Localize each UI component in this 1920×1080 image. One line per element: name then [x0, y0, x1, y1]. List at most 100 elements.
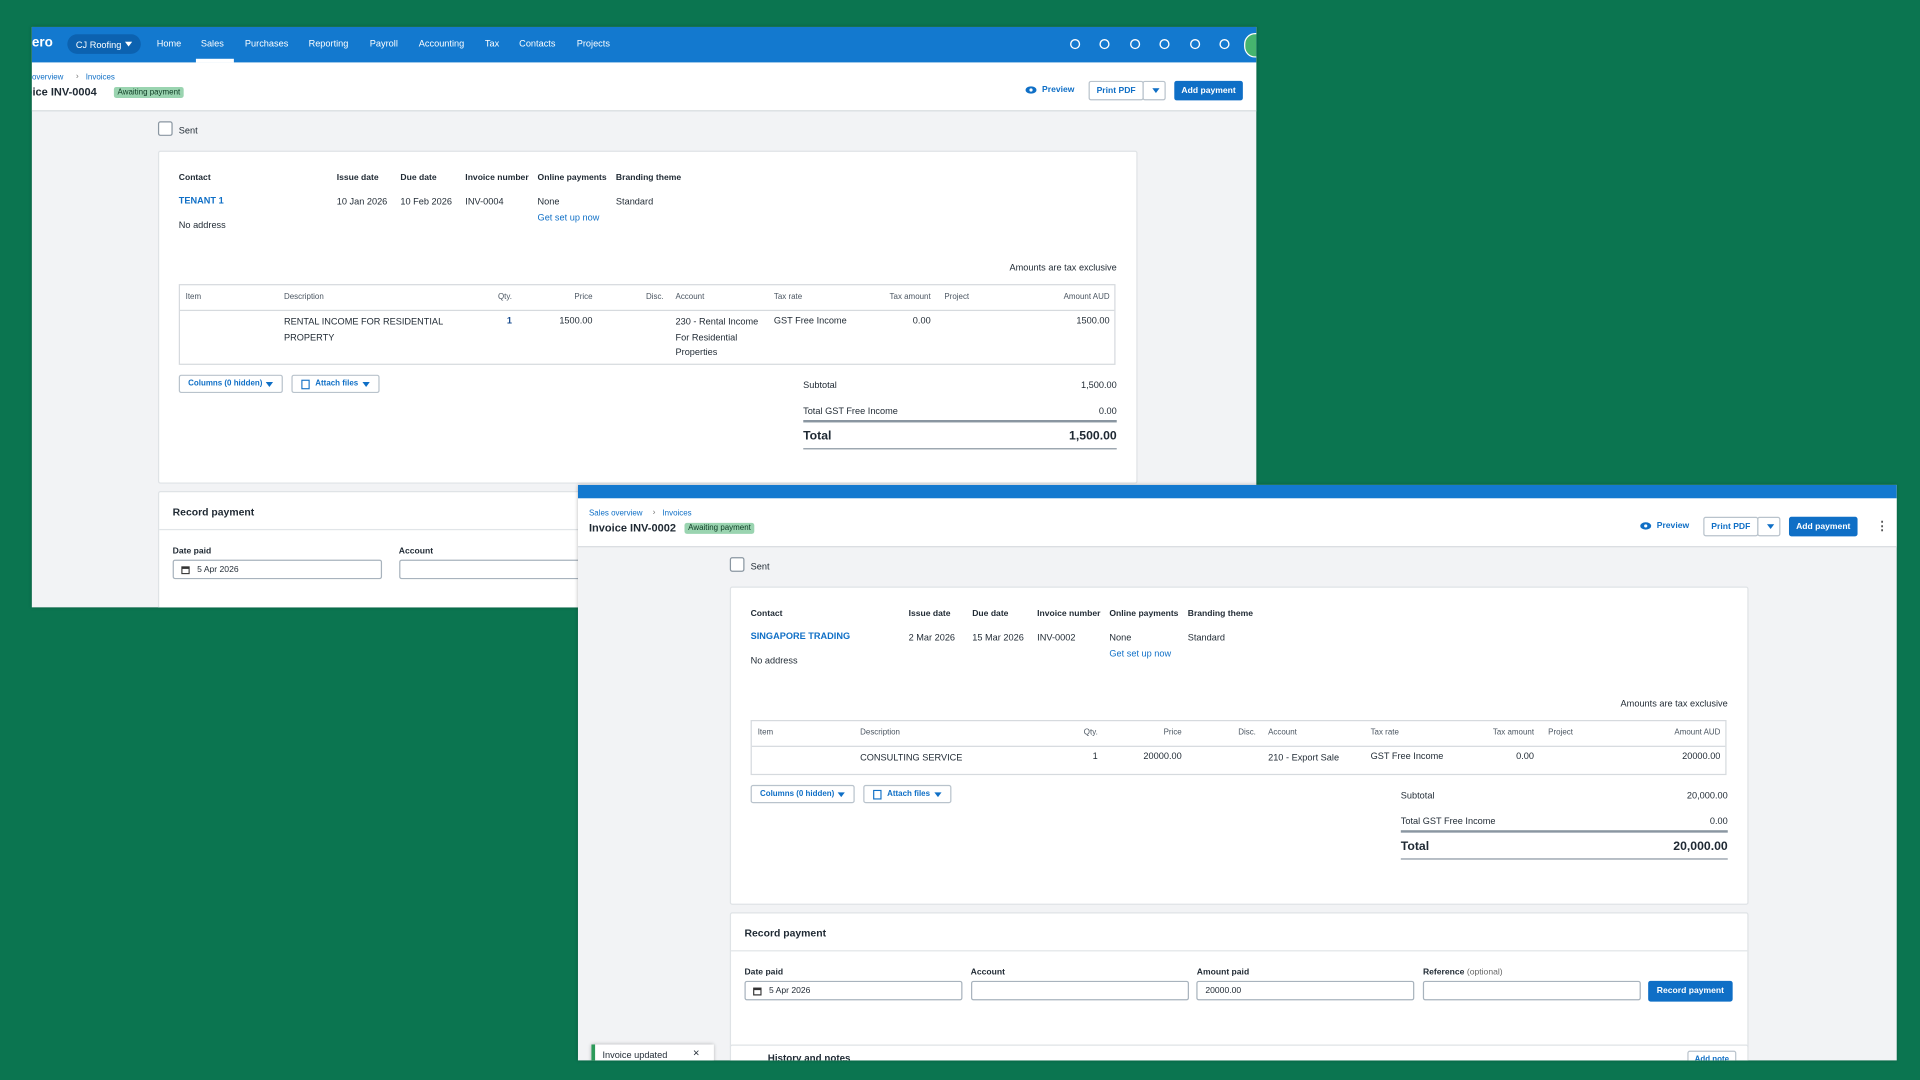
preview-button[interactable]: Preview — [1025, 86, 1074, 94]
online-payments: None — [1109, 631, 1132, 643]
status-badge: Awaiting payment — [113, 86, 184, 98]
column-header: Qty. — [497, 292, 512, 302]
nav-icon[interactable] — [1129, 38, 1141, 50]
nav-item[interactable]: Sales — [200, 37, 224, 49]
total-label: Total — [1400, 840, 1430, 854]
field-value: 5 Apr 2026 — [197, 565, 239, 574]
add-payment-button[interactable]: Add payment — [1174, 80, 1243, 101]
field-input[interactable]: 5 Apr 2026 — [172, 559, 383, 580]
invoice-number: INV-0004 — [465, 195, 504, 207]
sent-checkbox[interactable] — [729, 557, 745, 572]
cell-tax-rate: GST Free Income — [1370, 750, 1444, 762]
columns-label: Columns (0 hidden) — [759, 789, 835, 799]
field-input[interactable] — [1422, 980, 1641, 1001]
table-header-row — [180, 285, 1115, 312]
tax-note: Amounts are tax exclusive — [1009, 262, 1117, 274]
detail-label: Contact — [750, 609, 783, 619]
column-header: Tax rate — [773, 292, 803, 302]
column-header: Description — [860, 728, 900, 738]
column-header: Tax amount — [1492, 728, 1535, 738]
total-rule — [803, 448, 1117, 450]
subtotal-label: Subtotal — [803, 379, 837, 391]
avatar — [1244, 33, 1257, 58]
print-dropdown-button[interactable] — [1757, 516, 1781, 537]
toast-message: Invoice updated — [602, 1049, 668, 1061]
nav-item[interactable]: Projects — [576, 37, 610, 49]
toast-close[interactable]: × — [693, 1046, 700, 1060]
field-input[interactable] — [970, 980, 1189, 1001]
preview-button[interactable]: Preview — [1640, 522, 1689, 530]
nav-item[interactable]: Purchases — [244, 37, 289, 49]
nav-item[interactable]: Accounting — [418, 37, 465, 49]
nav-icon[interactable] — [1218, 38, 1230, 50]
invoice-number: INV-0002 — [1037, 631, 1076, 643]
column-header: Project — [1548, 728, 1573, 738]
field-value: 5 Apr 2026 — [768, 986, 811, 995]
cell-tax-amount: 0.00 — [1516, 750, 1535, 762]
cell-account: 210 - Export Sale — [1268, 751, 1340, 763]
nav-item[interactable]: Contacts — [519, 37, 556, 49]
nav-item[interactable]: Reporting — [308, 37, 349, 49]
field-label: Amount paid — [1196, 968, 1250, 978]
sent-label: Sent — [750, 560, 770, 572]
due-date: 15 Mar 2026 — [972, 631, 1024, 643]
field-input[interactable] — [398, 559, 609, 580]
cell-qty: 1 — [506, 314, 512, 326]
cell-amount: 20000.00 — [1682, 750, 1721, 762]
nav-item[interactable]: Home — [156, 37, 182, 49]
status-badge: Awaiting payment — [684, 522, 755, 534]
nav-active-indicator — [195, 58, 234, 63]
contact-name[interactable]: SINGAPORE TRADING — [750, 630, 851, 642]
detail-label: Issue date — [336, 173, 379, 183]
columns-button[interactable]: Columns (0 hidden) — [750, 784, 855, 804]
columns-button[interactable]: Columns (0 hidden) — [178, 374, 283, 394]
setup-link[interactable]: Get set up now — [537, 211, 600, 223]
print-pdf-button[interactable]: Print PDF — [1088, 80, 1144, 101]
tax-total-label: Total GST Free Income — [1400, 815, 1496, 827]
attach-files-button[interactable]: Attach files — [291, 374, 380, 394]
cell-price: 1500.00 — [559, 314, 593, 326]
cell-description: CONSULTING SERVICE — [860, 751, 963, 763]
breadcrumb-link[interactable]: Invoices — [85, 73, 115, 83]
print-pdf-button[interactable]: Print PDF — [1703, 516, 1759, 537]
breadcrumb-link[interactable]: les overview — [31, 73, 64, 83]
tax-total-value: 0.00 — [1098, 405, 1117, 417]
add-payment-button[interactable]: Add payment — [1788, 516, 1858, 537]
total-label: Total — [803, 429, 832, 444]
detail-label: Online payments — [537, 173, 607, 183]
attach-files-button[interactable]: Attach files — [863, 784, 952, 804]
column-header: Account — [675, 292, 705, 302]
org-switcher[interactable]: CJ Roofing — [67, 34, 141, 54]
breadcrumb-link[interactable]: Invoices — [662, 509, 692, 518]
sent-checkbox[interactable] — [157, 121, 173, 136]
record-payment-title: Record payment — [744, 926, 827, 940]
nav-icon[interactable] — [1158, 38, 1170, 50]
add-note-button[interactable]: Add note — [1687, 1050, 1737, 1061]
cell-price: 20000.00 — [1143, 750, 1182, 762]
field-input[interactable]: 20000.00 — [1196, 980, 1415, 1001]
nav-icon[interactable] — [1098, 38, 1110, 50]
detail-label: Issue date — [908, 609, 951, 619]
due-date: 10 Feb 2026 — [400, 195, 452, 207]
breadcrumb-link[interactable]: Sales overview — [588, 509, 643, 518]
setup-link[interactable]: Get set up now — [1109, 647, 1172, 659]
field-label: Account — [970, 968, 1005, 978]
field-value: 20000.00 — [1205, 986, 1242, 995]
detail-label: Due date — [972, 609, 1009, 619]
org-name: CJ Roofing — [75, 38, 122, 50]
contact-name[interactable]: TENANT 1 — [178, 194, 224, 206]
toast: Invoice updated × — [591, 1044, 714, 1061]
logo: ero — [31, 35, 53, 51]
history-card: History and notes Add note — [729, 1044, 1749, 1061]
invoice-title: voice INV-0004 — [32, 85, 97, 98]
print-dropdown-button[interactable] — [1142, 80, 1166, 101]
field-label: Account — [398, 547, 434, 556]
field-label: Date paid — [744, 968, 784, 978]
nav-item[interactable]: Payroll — [369, 37, 398, 49]
nav-item[interactable]: Tax — [484, 37, 500, 49]
record-payment-button[interactable]: Record payment — [1648, 980, 1733, 1002]
nav-icon[interactable] — [1189, 38, 1201, 50]
field-input[interactable]: 5 Apr 2026 — [744, 980, 963, 1001]
more-menu[interactable]: ⋮ — [1875, 520, 1889, 534]
nav-icon[interactable] — [1069, 38, 1081, 50]
